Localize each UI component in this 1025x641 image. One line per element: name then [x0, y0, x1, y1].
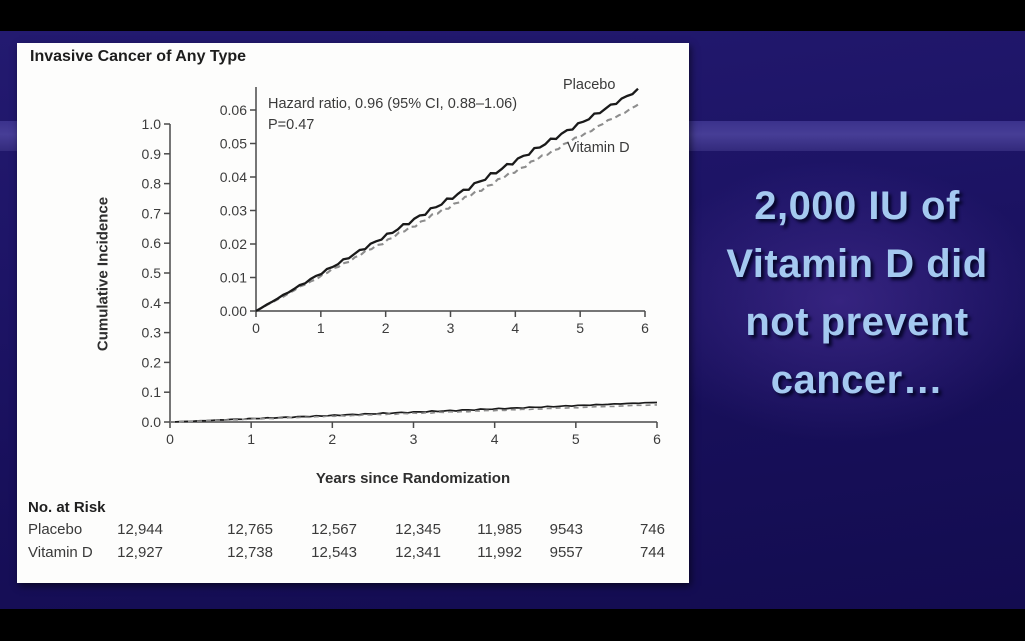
x-axis-label: Years since Randomization — [315, 470, 511, 487]
placebo-series-label: Placebo — [563, 77, 616, 93]
risk-value: 12,738 — [227, 544, 273, 561]
inset-x-tick-label: 6 — [641, 320, 649, 336]
risk-table-header: No. at Risk — [28, 499, 106, 516]
main-y-tick-label: 0.2 — [142, 354, 162, 370]
risk-value: 12,543 — [311, 544, 357, 561]
inset-x-tick-label: 3 — [447, 320, 455, 336]
inset-y-tick-label: 0.01 — [220, 270, 247, 286]
inset-y-tick-label: 0.02 — [220, 236, 247, 252]
inset-y-tick-label: 0.05 — [220, 136, 247, 152]
inset-x-tick-label: 5 — [576, 320, 584, 336]
main-x-tick-label: 5 — [572, 431, 580, 447]
figure-panel: 0.0 0.1 0.2 0.3 0.4 0.5 0.6 0.7 0.8 0.9 1.0 0 1 2 3 4 5 6… — [17, 43, 689, 583]
caption-line-2: Vitamin D did — [726, 242, 988, 286]
caption-line-3: not prevent — [745, 300, 969, 344]
main-y-tick-label: 0.3 — [142, 325, 162, 341]
caption-line-1: 2,000 IU of — [754, 184, 960, 228]
hazard-ratio-annotation: Hazard ratio, 0.96 (95% CI, 0.88–1.06) P… — [268, 94, 517, 136]
risk-value: 12,944 — [117, 521, 163, 538]
inset-y-tick-label: 0.04 — [220, 169, 247, 185]
main-y-tick-label: 1.0 — [142, 116, 162, 132]
risk-value: 744 — [639, 544, 665, 561]
inset-x-tick-label: 2 — [382, 320, 390, 336]
main-y-tick-label: 0.1 — [142, 384, 162, 400]
main-x-tick-label: 2 — [328, 431, 336, 447]
vitamin-d-line-inset — [255, 101, 642, 312]
letterbox-bottom — [0, 609, 1025, 641]
risk-value: 12,567 — [311, 521, 357, 538]
annotation-line-1: Hazard ratio, 0.96 (95% CI, 0.88–1.06) — [268, 96, 518, 112]
slide-background: 0.0 0.1 0.2 0.3 0.4 0.5 0.6 0.7 0.8 0.9 1.0 0 1 2 3 4 5 6… — [0, 31, 1025, 609]
main-x-tick-label: 3 — [410, 431, 418, 447]
risk-row-label: Vitamin D — [28, 544, 93, 561]
inset-x-tick-label: 1 — [317, 320, 325, 336]
chart-canvas: 0.0 0.1 0.2 0.3 0.4 0.5 0.6 0.7 0.8 0.9 1.0 0 1 2 3 4 5 6… — [142, 87, 661, 447]
main-x-tick-label: 6 — [653, 431, 661, 447]
risk-row-label: Placebo — [28, 521, 83, 538]
risk-value: 12,341 — [395, 544, 441, 561]
letterbox-top — [0, 0, 1025, 31]
annotation-line-2: P=0.47 — [268, 117, 315, 133]
inset-y-tick-label: 0.06 — [220, 102, 247, 118]
risk-value: 11,985 — [477, 521, 522, 538]
risk-value: 9543 — [549, 521, 583, 538]
inset-y-tick-label: 0.03 — [220, 203, 247, 219]
main-x-tick-label: 4 — [491, 431, 499, 447]
main-y-tick-label: 0.8 — [142, 176, 162, 192]
main-y-tick-label: 0.0 — [142, 414, 162, 430]
vitamin-d-series-label: Vitamin D — [567, 140, 630, 156]
inset-x-tick-label: 4 — [511, 320, 519, 336]
figure-title: Invasive Cancer of Any Type — [30, 48, 247, 65]
main-y-tick-label: 0.4 — [142, 295, 162, 311]
risk-value: 11,992 — [477, 544, 522, 561]
main-y-tick-label: 0.9 — [142, 146, 162, 162]
inset-x-tick-label: 0 — [252, 320, 260, 336]
slide-caption: 2,000 IU of Vitamin D did not prevent ca… — [694, 177, 1020, 409]
caption-line-4: cancer… — [770, 358, 944, 402]
inset-y-tick-label: 0.00 — [220, 303, 247, 319]
main-x-tick-label: 1 — [247, 431, 255, 447]
vitamin-d-line-main — [169, 404, 658, 423]
main-y-tick-label: 0.7 — [142, 205, 162, 221]
risk-value: 12,765 — [227, 521, 273, 538]
risk-value: 12,927 — [117, 544, 163, 561]
risk-value: 12,345 — [395, 521, 441, 538]
main-x-tick-label: 0 — [166, 431, 174, 447]
risk-table: Placebo 12,944 12,765 12,567 12,345 11,985 954… — [17, 43, 689, 583]
placebo-line-inset — [255, 87, 639, 313]
main-y-tick-label: 0.6 — [142, 235, 162, 251]
main-y-tick-label: 0.5 — [142, 265, 162, 281]
risk-value: 746 — [639, 521, 665, 538]
risk-value: 9557 — [549, 544, 583, 561]
